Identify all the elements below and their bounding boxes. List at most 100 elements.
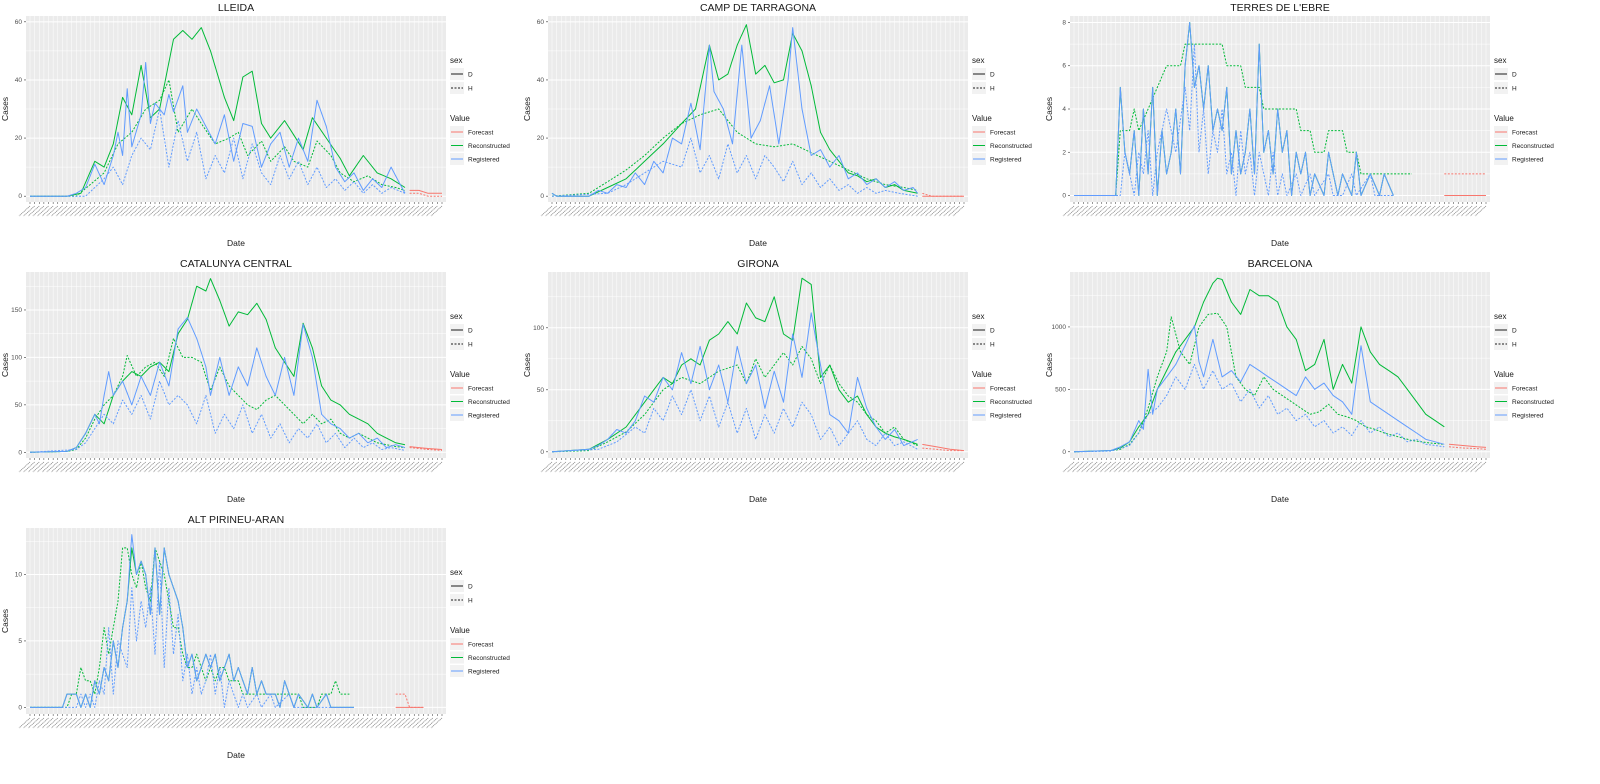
y-grid (26, 21, 446, 197)
x-tick-label (250, 205, 262, 217)
legend-sex-title: sex (972, 56, 984, 65)
x-tick-label (291, 717, 304, 729)
x-tick-label (65, 205, 77, 217)
legend-sex-title: sex (1494, 312, 1506, 321)
plot-panel (1070, 272, 1490, 458)
x-tick-label (540, 461, 553, 473)
series-line-forecast-d (409, 446, 443, 450)
x-tick-label (412, 461, 424, 473)
x-tick-label (786, 461, 798, 473)
x-tick-label (674, 205, 687, 217)
x-tick-label (1474, 461, 1487, 473)
x-tick-label (375, 461, 387, 473)
x-tick-label (573, 461, 585, 473)
y-tick-label: 2 (1062, 149, 1066, 156)
x-tick-label (254, 461, 267, 473)
series-line-registered-h (1073, 363, 1445, 453)
x-tick-label (920, 205, 932, 217)
x-tick-label (1099, 205, 1112, 217)
x-tick-label (952, 205, 965, 217)
y-grid (1070, 295, 1490, 453)
x-tick-label (1146, 205, 1158, 217)
x-tick-label (78, 717, 91, 729)
x-tick-label (1414, 461, 1427, 473)
x-tick-label (874, 461, 886, 473)
x-tick-label (185, 717, 197, 729)
x-tick-label (120, 717, 133, 729)
x-tick-label (1071, 205, 1084, 217)
x-tick-label (347, 205, 359, 217)
x-tick-label (324, 461, 336, 473)
legend-label-d: D (468, 72, 473, 79)
x-tick-label (319, 205, 332, 217)
x-tick-label (781, 461, 793, 473)
x-tick-label (1303, 461, 1315, 473)
facet-svg: BARCELONA 0 500 1000 Date Cases sex DH Value Fore… (1044, 258, 1554, 504)
legend: sex DH Value Forecast Reconstructed Registere… (1494, 56, 1554, 165)
x-tick-label (416, 461, 429, 473)
x-tick-label (143, 205, 156, 217)
x-tick-label (716, 205, 729, 217)
x-tick-label (430, 461, 443, 473)
y-tick-label: 500 (1055, 386, 1066, 393)
x-tick-label (721, 205, 733, 217)
x-tick-label (582, 461, 594, 473)
legend-label-d: D (990, 72, 995, 79)
x-tick-label (1460, 205, 1473, 217)
legend-value-title: Value (1494, 370, 1514, 379)
x-tick-label (651, 205, 664, 217)
x-tick-label (1428, 461, 1440, 473)
series-line-forecast-h (1448, 446, 1487, 450)
x-tick-label (139, 205, 151, 217)
legend-sex-title: sex (450, 312, 462, 321)
legend-sex-title: sex (450, 568, 462, 577)
x-tick-label (1238, 461, 1251, 473)
x-tick-label (735, 461, 747, 473)
x-tick-label (92, 461, 105, 473)
x-tick-label (1169, 461, 1181, 473)
x-tick-label (65, 717, 77, 729)
x-tick-label (273, 205, 285, 217)
x-tick-label (69, 717, 82, 729)
x-tick-label (1433, 205, 1445, 217)
x-tick-label (106, 461, 119, 473)
x-tick-label (841, 461, 854, 473)
x-tick-label (78, 461, 91, 473)
x-tick-label (952, 461, 965, 473)
x-tick-label (823, 205, 835, 217)
x-tick-label (786, 205, 798, 217)
x-tick-label (46, 205, 59, 217)
x-tick-label (273, 461, 285, 473)
x-tick-label (361, 461, 373, 473)
x-tick-label (352, 461, 364, 473)
x-tick-label (74, 205, 86, 217)
y-grid (26, 541, 446, 708)
x-tick-label (605, 461, 618, 473)
y-tick-label: 50 (537, 387, 545, 394)
series-line-reconstructed-d (551, 24, 918, 197)
x-tick-label (1229, 205, 1241, 217)
x-tick-label (804, 205, 817, 217)
x-tick-label (628, 205, 641, 217)
x-tick-label (1372, 205, 1385, 217)
x-grid (29, 528, 443, 714)
x-tick-label (190, 461, 202, 473)
x-tick-label (273, 717, 285, 729)
x-tick-label (1095, 461, 1107, 473)
x-tick-label (426, 205, 438, 217)
x-tick-label (1118, 461, 1130, 473)
x-tick-label (1210, 205, 1223, 217)
x-tick-label (402, 205, 415, 217)
x-tick-label (222, 205, 234, 217)
x-tick-label (1234, 461, 1246, 473)
x-tick-label (41, 205, 54, 217)
x-tick-label (1261, 205, 1274, 217)
x-tick-label (614, 205, 627, 217)
legend-label-reconstructed: Reconstructed (1512, 143, 1554, 150)
facet-svg: TERRES DE L'EBRE 0 2 4 6 8 Date Cases sex DH Value… (1044, 2, 1554, 248)
x-tick-label (166, 717, 179, 729)
x-tick-label (328, 461, 341, 473)
x-tick-label (1345, 205, 1357, 217)
x-tick-label (1081, 205, 1093, 217)
x-tick-label (684, 461, 696, 473)
